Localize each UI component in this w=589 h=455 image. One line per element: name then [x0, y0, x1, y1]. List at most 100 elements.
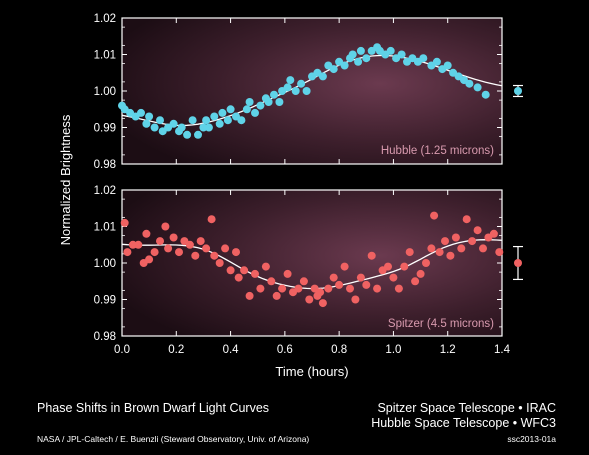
image-credit: NASA / JPL-Caltech / E. Buenzli (Steward…	[37, 434, 310, 444]
data-point	[156, 237, 164, 246]
data-point	[202, 244, 211, 253]
data-point	[422, 259, 430, 267]
data-point	[218, 108, 227, 117]
panel-frame-0	[121, 17, 503, 165]
data-point	[251, 269, 259, 278]
y-tick-label: 1.00	[94, 86, 116, 98]
panel-label-0: Hubble (1.25 microns)	[381, 145, 494, 157]
data-point	[267, 277, 276, 286]
data-point	[164, 244, 173, 253]
data-point	[204, 123, 213, 132]
data-point	[432, 57, 441, 66]
error-bar-point	[514, 87, 522, 95]
data-point	[210, 251, 219, 260]
data-point	[123, 248, 132, 257]
data-point	[188, 116, 197, 125]
data-point	[340, 61, 349, 70]
y-tick-label: 1.02	[94, 13, 116, 25]
data-point	[356, 273, 365, 282]
data-point	[194, 130, 202, 139]
data-point	[329, 273, 338, 282]
data-point	[226, 105, 235, 114]
data-point	[223, 116, 232, 125]
data-point	[351, 295, 360, 304]
data-point	[443, 61, 452, 70]
data-point	[318, 299, 327, 308]
data-point	[137, 108, 145, 117]
data-point	[495, 248, 504, 257]
data-point	[261, 262, 270, 271]
data-point	[384, 262, 392, 271]
x-tick-label: 0.6	[277, 344, 293, 356]
data-point	[405, 248, 414, 257]
panel-frame-1	[121, 189, 503, 337]
data-point	[356, 46, 365, 55]
data-point	[291, 87, 300, 95]
y-tick-label: 1.02	[94, 185, 116, 197]
data-point	[215, 259, 224, 267]
data-point	[373, 284, 382, 293]
data-point	[481, 90, 490, 99]
data-point	[134, 240, 143, 249]
data-point	[120, 218, 129, 227]
data-point	[367, 251, 376, 260]
data-point	[329, 65, 338, 74]
data-point	[175, 248, 183, 257]
error-bar-point	[514, 259, 522, 267]
x-axis-label: Time (hours)	[275, 364, 348, 379]
data-point	[389, 273, 398, 282]
data-point	[435, 248, 444, 257]
data-point	[362, 54, 371, 63]
data-point	[221, 244, 230, 253]
y-tick-label: 0.99	[94, 123, 116, 135]
chart-title: Phase Shifts in Brown Dwarf Light Curves	[37, 401, 270, 415]
data-point	[400, 262, 409, 271]
data-point	[142, 229, 151, 238]
data-point	[245, 98, 254, 106]
x-tick-label: 0.4	[223, 344, 240, 356]
data-point	[299, 277, 308, 286]
data-point	[264, 98, 273, 106]
data-point	[462, 215, 471, 224]
y-tick-label: 0.98	[94, 331, 116, 343]
data-point	[335, 280, 344, 289]
data-point	[318, 72, 327, 81]
data-point	[191, 251, 200, 260]
data-point	[185, 240, 194, 249]
panel-label-1: Spitzer (4.5 microns)	[388, 318, 494, 330]
data-point	[169, 119, 178, 128]
data-point	[473, 83, 482, 92]
y-axis-label: Normalized Brightness	[58, 114, 73, 245]
y-tick-label: 0.98	[94, 159, 116, 171]
data-point	[156, 116, 164, 125]
data-point	[346, 284, 354, 293]
data-point	[210, 112, 219, 121]
data-point	[316, 288, 325, 297]
data-point	[457, 244, 466, 253]
x-tick-label: 1.0	[385, 344, 401, 356]
data-point	[242, 105, 251, 114]
instrument-spitzer: Spitzer Space Telescope • IRAC	[377, 401, 556, 415]
data-point	[272, 291, 281, 300]
data-point	[473, 226, 482, 235]
data-point	[465, 79, 474, 88]
data-point	[416, 269, 425, 278]
x-tick-label: 1.4	[494, 344, 511, 356]
data-point	[150, 123, 159, 132]
data-point	[150, 248, 159, 257]
data-point	[275, 98, 284, 106]
data-point	[397, 50, 406, 59]
data-point	[251, 108, 259, 117]
data-point	[207, 215, 216, 224]
data-point	[297, 79, 306, 88]
data-point	[427, 244, 436, 253]
data-point	[245, 291, 254, 300]
data-point	[362, 280, 371, 289]
data-point	[305, 295, 314, 304]
data-point	[479, 244, 487, 253]
data-point	[145, 112, 154, 121]
data-point	[394, 284, 403, 293]
data-point	[446, 251, 455, 260]
data-point	[354, 57, 363, 66]
